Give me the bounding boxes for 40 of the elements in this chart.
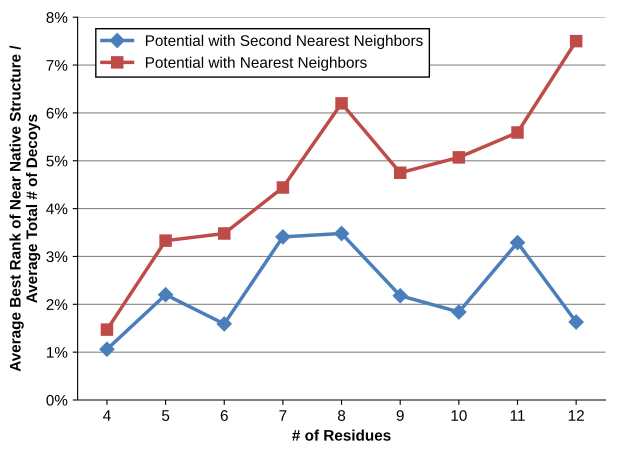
point [510,235,526,250]
point [452,151,466,164]
point [568,314,584,330]
point [216,316,232,332]
x-tick-label: 7 [279,410,286,421]
point [218,227,230,240]
y-tick-label: 0% [46,394,68,406]
y-tick-label: 1% [46,347,68,358]
legend-label: Potential with Second Nearest Neighbors [146,34,423,50]
point [570,34,582,48]
x-tick-label: 11 [510,410,525,421]
y-tick-label: 2% [46,299,68,310]
y-tick-label: 3% [46,251,68,262]
point [99,342,115,357]
x-tick-label: 10 [452,410,467,421]
point [275,229,290,244]
point [392,288,408,304]
point [276,181,290,194]
y-tick-label: 6% [46,108,68,119]
y-axis-title: Average Best Rank of Near Native Structure / Average Total # of Decoys [9,46,40,372]
y-tick-label: 5% [46,156,68,166]
legend-label: Potential with Nearest Neighbors [146,56,367,71]
point [334,226,350,242]
point [394,166,406,179]
x-tick-label: 12 [568,410,584,421]
point [100,323,114,336]
x-tick-label: 6 [220,410,228,421]
point [158,287,174,302]
x-axis-title: # of Residues [292,430,391,441]
x-tick-label: 9 [396,410,404,421]
x-tick-label: 4 [103,410,111,421]
x-tick-label: 5 [162,410,170,421]
point [451,304,466,320]
y-tick-label: 4% [46,204,68,214]
point [511,126,524,139]
y-tick-label: 7% [46,60,68,71]
point [159,234,172,247]
x-tick-label: 8 [338,410,346,421]
y-tick-label: 8% [46,12,68,23]
point [335,97,348,110]
